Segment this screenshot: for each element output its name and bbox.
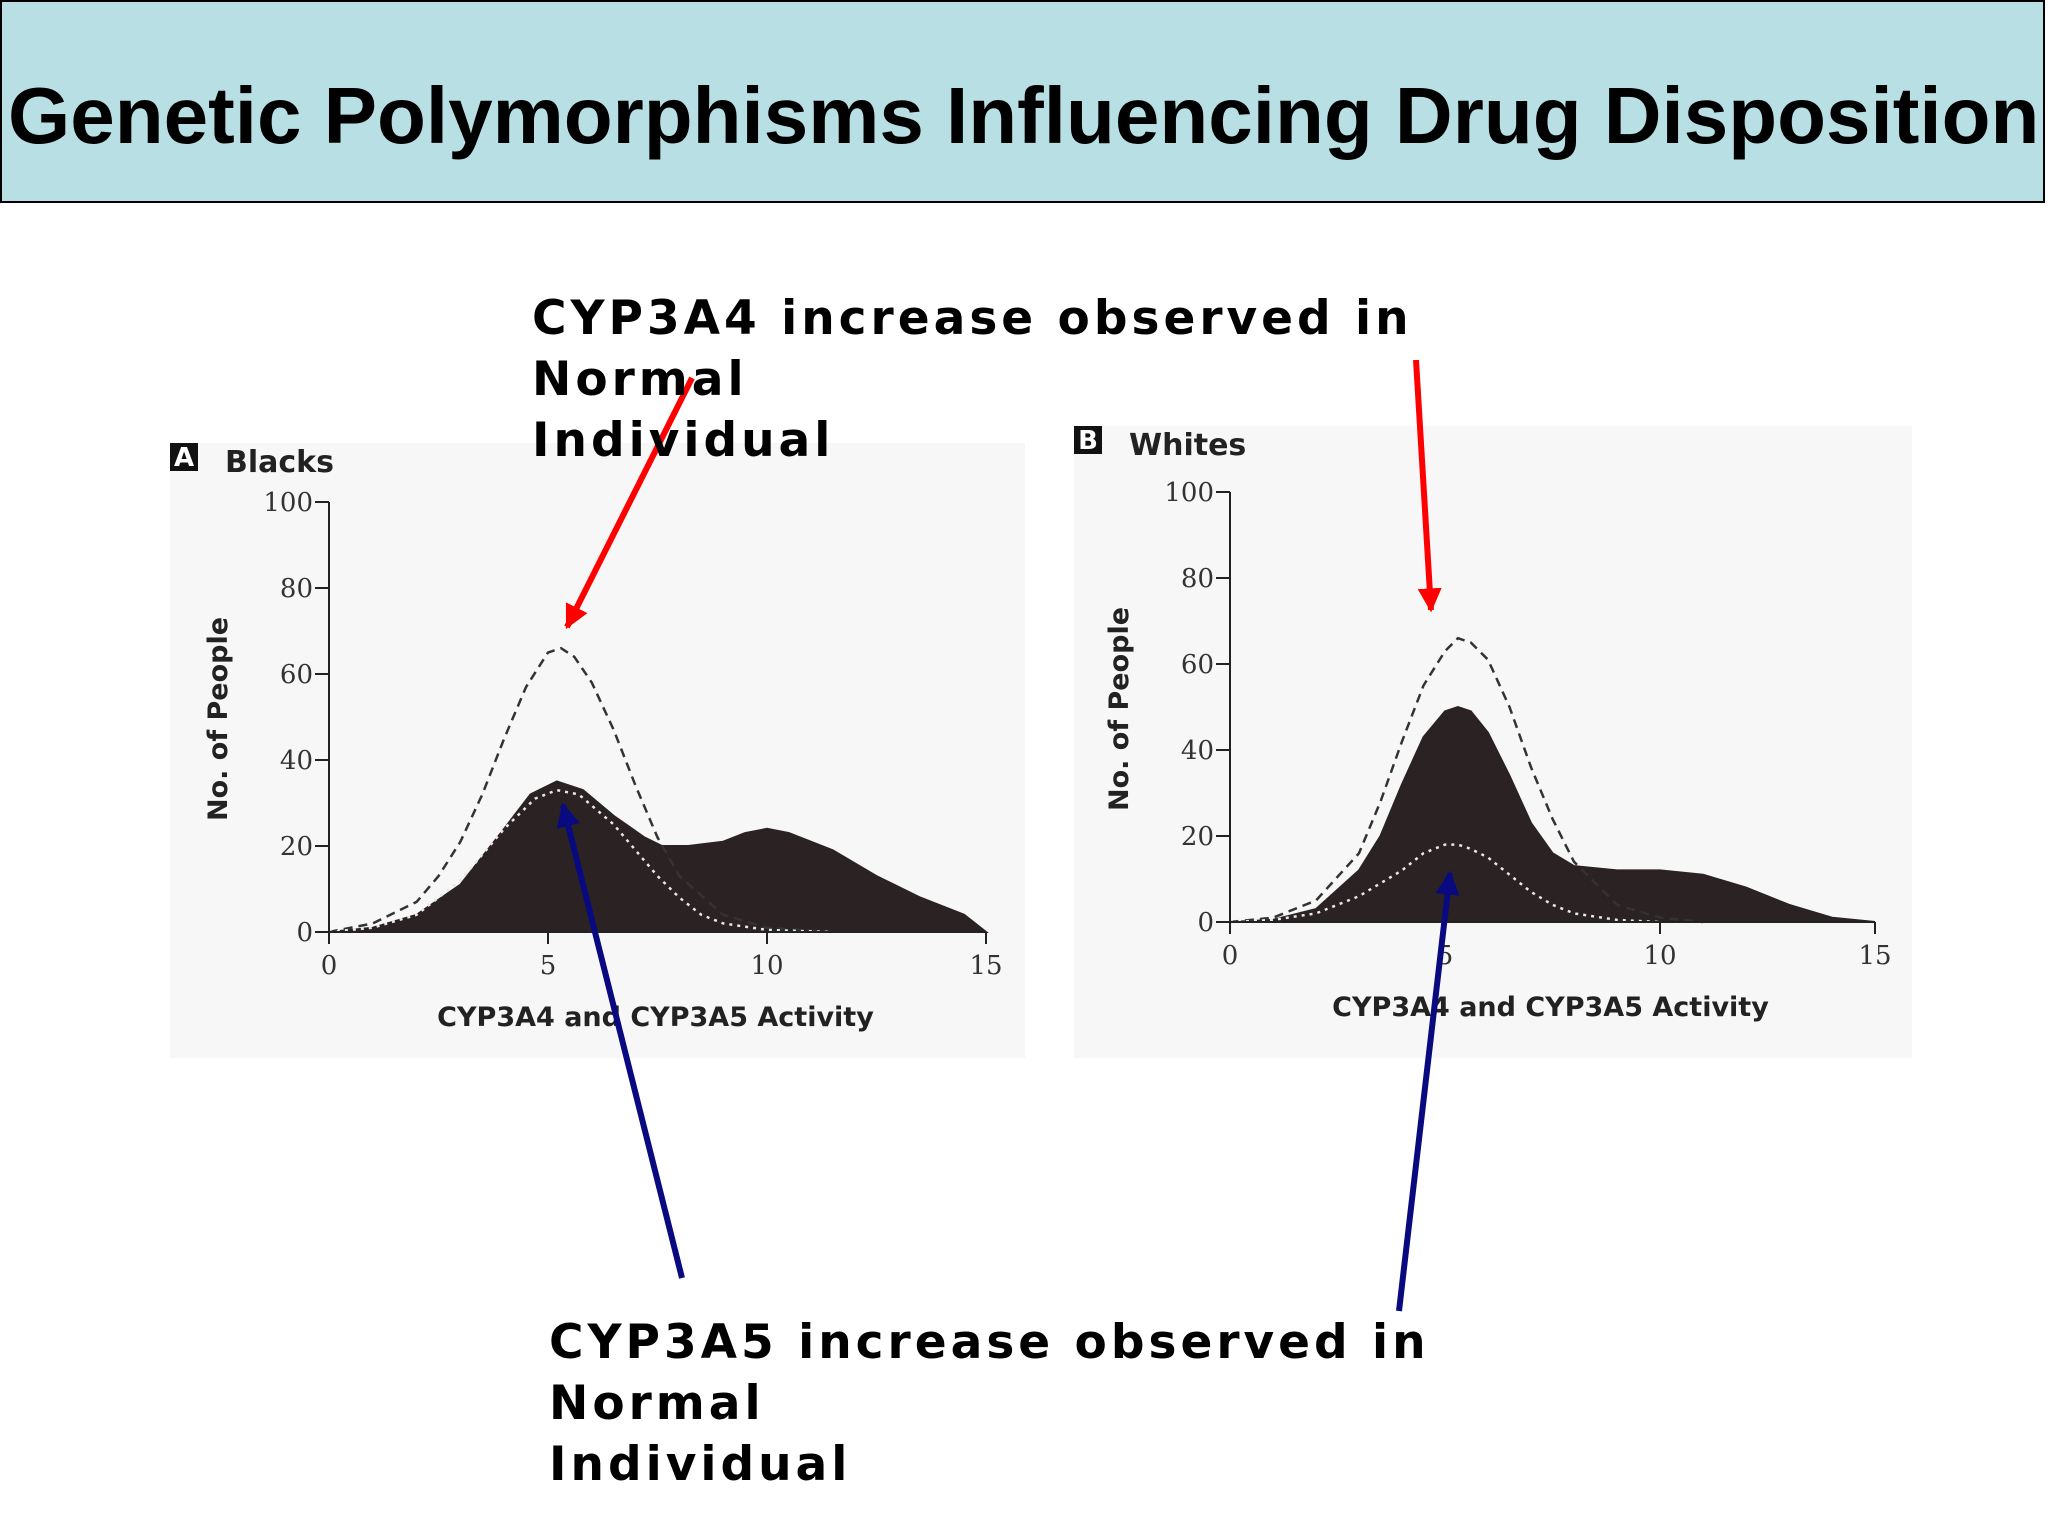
series-filled-whites [1229,705,1876,923]
series-filled-blacks [328,780,989,933]
chart-panel-blacks [170,443,1025,1058]
arrow-cyp3a4-whites [1413,359,1442,613]
callout-cyp3a4-label: CYP3A4 increase observed in Normal Indiv… [532,291,1413,468]
y-tick-label: 40 [1181,736,1214,766]
arrow-cyp3a5-whites [1396,870,1460,1312]
x-tick-label: 15 [969,951,1002,981]
y-tick-label: 20 [1181,822,1214,852]
panel-letter-badge [170,443,198,471]
y-tick-label: 60 [280,660,313,690]
x-tick-label: 15 [1858,941,1891,971]
panel-title: Blacks [225,445,334,480]
y-tick-label: 100 [1164,478,1214,508]
x-tick-label: 10 [750,951,783,981]
arrow-cyp3a4-blacks [564,376,695,630]
panel-title: Whites [1129,428,1246,463]
arrow-cyp3a5-blacks [556,802,685,1279]
panel-letter-badge [1074,426,1102,454]
series-dashed-blacks [328,646,833,934]
y-axis-title: No. of People [203,617,234,821]
y-tick-label: 40 [280,746,313,776]
callout-cyp3a5-label: CYP3A5 increase observed in Normal Indiv… [549,1315,1430,1492]
y-tick-label: 80 [1181,564,1214,594]
series-dashed-whites [1229,636,1704,924]
x-tick-label: 0 [321,951,338,981]
y-tick-label: 60 [1181,650,1214,680]
arrows-layer [556,359,1460,1312]
panel-letter: B [1078,426,1098,456]
x-tick-label: 10 [1643,941,1676,971]
page-title: Genetic Polymorphisms Influencing Drug D… [8,71,2040,160]
x-tick-label: 0 [1222,941,1239,971]
x-tick-label: 5 [540,951,557,981]
y-tick-label: 0 [296,918,313,948]
y-tick-label: 80 [280,574,313,604]
x-axis-title: CYP3A4 and CYP3A5 Activity [1332,992,1769,1023]
panel-letter: A [174,443,194,473]
x-axis-title: CYP3A4 and CYP3A5 Activity [437,1002,874,1033]
y-tick-label: 20 [280,832,313,862]
title-bar: Genetic Polymorphisms Influencing Drug D… [0,0,2045,203]
chart-blacks: 0 20 40 60 80 100 0 5 10 15 CYP3A4 and CYP3A5 Acti… [170,443,1003,1033]
y-tick-label: 100 [263,488,313,518]
y-axis-title: No. of People [1104,607,1135,811]
y-tick-label: 0 [1197,908,1214,938]
